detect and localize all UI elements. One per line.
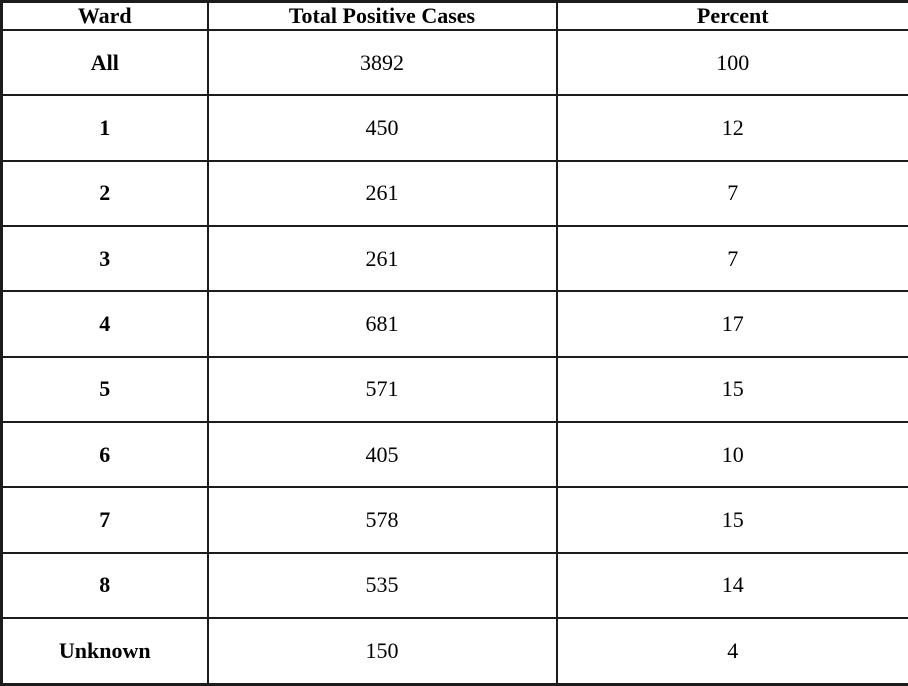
cell-percent: 7 (555, 159, 908, 227)
cell-total-cases: 261 (206, 224, 558, 293)
table-row: 6 405 10 (0, 420, 908, 489)
cell-ward: 7 (0, 486, 209, 554)
table-row: 3 261 7 (0, 224, 908, 293)
table-row: 8 535 14 (0, 551, 908, 619)
cell-ward: 2 (0, 159, 209, 227)
table-body: All 3892 100 1 450 12 2 261 7 3 261 7 4 … (0, 28, 908, 686)
table-row: 7 578 15 (0, 486, 908, 554)
cell-ward: 5 (0, 355, 209, 423)
cell-ward: All (0, 28, 209, 97)
cell-ward: 1 (0, 94, 209, 162)
cell-percent: 4 (555, 616, 908, 686)
cell-ward: 8 (0, 551, 209, 619)
cell-total-cases: 535 (206, 551, 558, 619)
column-header-ward: Ward (0, 0, 209, 31)
cell-total-cases: 150 (206, 616, 558, 686)
cell-total-cases: 681 (206, 290, 558, 358)
cell-total-cases: 261 (206, 159, 558, 227)
cell-percent: 7 (555, 224, 908, 293)
cell-ward: Unknown (0, 616, 209, 686)
cell-percent: 10 (555, 420, 908, 489)
cell-total-cases: 405 (206, 420, 558, 489)
column-header-total-positive-cases: Total Positive Cases (206, 0, 558, 31)
cell-ward: 6 (0, 420, 209, 489)
cell-total-cases: 578 (206, 486, 558, 554)
column-header-percent: Percent (555, 0, 908, 31)
header-row: Ward Total Positive Cases Percent (0, 0, 908, 31)
cell-percent: 100 (555, 28, 908, 97)
cell-total-cases: 3892 (206, 28, 558, 97)
table-row: 5 571 15 (0, 355, 908, 423)
cell-total-cases: 571 (206, 355, 558, 423)
table-row: 1 450 12 (0, 94, 908, 162)
cell-percent: 17 (555, 290, 908, 358)
table-row: 2 261 7 (0, 159, 908, 227)
cell-ward: 4 (0, 290, 209, 358)
cell-ward: 3 (0, 224, 209, 293)
table-row: 4 681 17 (0, 290, 908, 358)
cell-percent: 12 (555, 94, 908, 162)
table-row: Unknown 150 4 (0, 616, 908, 686)
table-row: All 3892 100 (0, 28, 908, 97)
cell-total-cases: 450 (206, 94, 558, 162)
cell-percent: 15 (555, 486, 908, 554)
cell-percent: 14 (555, 551, 908, 619)
cell-percent: 15 (555, 355, 908, 423)
table-header: Ward Total Positive Cases Percent (0, 0, 908, 31)
